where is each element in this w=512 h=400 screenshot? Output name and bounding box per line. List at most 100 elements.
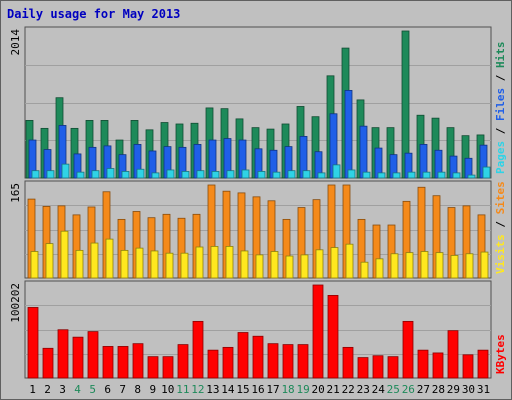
legend-separator: /: [494, 121, 507, 141]
bar-visits-day-7: [120, 249, 129, 279]
bar-kbytes-day-22: [342, 346, 354, 379]
bar-files-day-23: [359, 125, 368, 179]
bar-visits-day-15: [240, 250, 249, 279]
x-tick-day-5: 5: [89, 383, 96, 396]
bar-visits-day-21: [330, 247, 339, 279]
bar-pages-day-23: [362, 171, 371, 179]
bar-kbytes-day-1: [27, 307, 39, 379]
bar-kbytes-day-23: [357, 357, 369, 379]
x-tick-day-20: 20: [312, 383, 325, 396]
visits_panel: 165 Visits / Sites: [9, 180, 507, 279]
bar-kbytes-day-28: [432, 352, 444, 379]
bar-visits-day-27: [420, 251, 429, 279]
bar-visits-day-26: [405, 252, 414, 279]
x-tick-day-22: 22: [342, 383, 355, 396]
bar-visits-day-31: [480, 251, 489, 279]
x-tick-day-31: 31: [477, 383, 490, 396]
legend-separator: /: [494, 214, 507, 234]
y-max-label: 2014: [9, 29, 22, 56]
y-max-label: 165: [9, 183, 22, 203]
bar-pages-day-29: [452, 172, 461, 179]
x-tick-day-26: 26: [402, 383, 415, 396]
bar-visits-day-8: [135, 247, 144, 279]
bar-kbytes-day-26: [402, 320, 414, 379]
bar-pages-day-16: [257, 171, 266, 179]
bar-kbytes-day-30: [462, 354, 474, 379]
x-tick-day-28: 28: [432, 383, 445, 396]
bar-visits-day-12: [195, 246, 204, 279]
bar-visits-day-4: [75, 249, 84, 279]
bar-pages-day-31: [482, 166, 491, 179]
x-tick-day-24: 24: [372, 383, 386, 396]
bar-kbytes-day-8: [132, 343, 144, 379]
bar-kbytes-day-20: [312, 284, 324, 379]
bar-visits-day-28: [435, 252, 444, 279]
x-tick-day-14: 14: [221, 383, 235, 396]
bar-visits-day-17: [270, 251, 279, 279]
x-tick-day-3: 3: [59, 383, 66, 396]
bar-visits-day-19: [300, 254, 309, 279]
legend-kbytes: KBytes: [494, 334, 507, 374]
bar-visits-day-16: [255, 254, 264, 279]
bar-pages-day-7: [121, 171, 130, 179]
bar-pages-day-18: [287, 170, 296, 179]
bar-pages-day-15: [241, 169, 250, 179]
bar-pages-day-10: [166, 169, 175, 179]
x-tick-day-17: 17: [266, 383, 279, 396]
bar-pages-day-25: [392, 172, 401, 179]
bar-visits-day-3: [60, 230, 69, 279]
bar-visits-day-10: [165, 252, 174, 279]
x-tick-day-19: 19: [296, 383, 309, 396]
bar-visits-day-29: [450, 255, 459, 279]
bar-pages-day-13: [211, 171, 220, 179]
bar-visits-day-24: [375, 258, 384, 279]
bar-pages-day-2: [46, 170, 55, 179]
bar-kbytes-day-7: [117, 346, 129, 379]
legend: Pages / Files / Hits: [494, 42, 507, 175]
x-tick-day-29: 29: [447, 383, 460, 396]
x-tick-day-8: 8: [134, 383, 141, 396]
bar-kbytes-day-3: [57, 329, 69, 379]
bar-pages-day-21: [332, 164, 341, 179]
bar-kbytes-day-2: [42, 347, 54, 379]
bar-visits-day-13: [210, 246, 219, 279]
x-tick-day-13: 13: [206, 383, 219, 396]
bar-pages-day-19: [302, 170, 311, 179]
bar-visits-day-18: [285, 255, 294, 279]
legend-hits: Hits: [494, 42, 507, 69]
bar-kbytes-day-4: [72, 336, 84, 379]
y-max-label: 100202: [9, 283, 22, 323]
x-tick-day-2: 2: [44, 383, 51, 396]
legend-sites: Sites: [494, 181, 507, 214]
legend: Visits / Sites: [494, 181, 507, 274]
bar-visits-day-22: [345, 243, 354, 279]
legend-pages: Pages: [494, 141, 507, 174]
bar-pages-day-26: [407, 171, 416, 179]
x-tick-day-9: 9: [149, 383, 156, 396]
bar-files-day-22: [344, 90, 353, 179]
bar-pages-day-6: [106, 168, 115, 179]
legend-visits: Visits: [494, 234, 507, 274]
x-tick-day-21: 21: [327, 383, 340, 396]
bar-kbytes-day-16: [252, 335, 264, 379]
bar-visits-day-14: [225, 246, 234, 279]
bar-kbytes-day-9: [147, 356, 159, 379]
bar-kbytes-day-15: [237, 332, 249, 379]
x-tick-day-11: 11: [176, 383, 189, 396]
bar-kbytes-day-31: [477, 349, 489, 379]
x-tick-day-30: 30: [462, 383, 475, 396]
x-tick-day-15: 15: [236, 383, 249, 396]
bar-pages-day-20: [317, 172, 326, 179]
x-tick-day-6: 6: [104, 383, 111, 396]
x-tick-day-10: 10: [161, 383, 174, 396]
bar-pages-day-12: [196, 170, 205, 179]
x-tick-day-1: 1: [29, 383, 36, 396]
bar-kbytes-day-21: [327, 294, 339, 379]
bar-pages-day-24: [377, 172, 386, 179]
legend-separator: /: [494, 68, 507, 88]
bar-kbytes-day-6: [102, 346, 114, 379]
x-tick-day-12: 12: [191, 383, 204, 396]
x-tick-day-25: 25: [387, 383, 400, 396]
bar-visits-day-1: [30, 251, 39, 279]
